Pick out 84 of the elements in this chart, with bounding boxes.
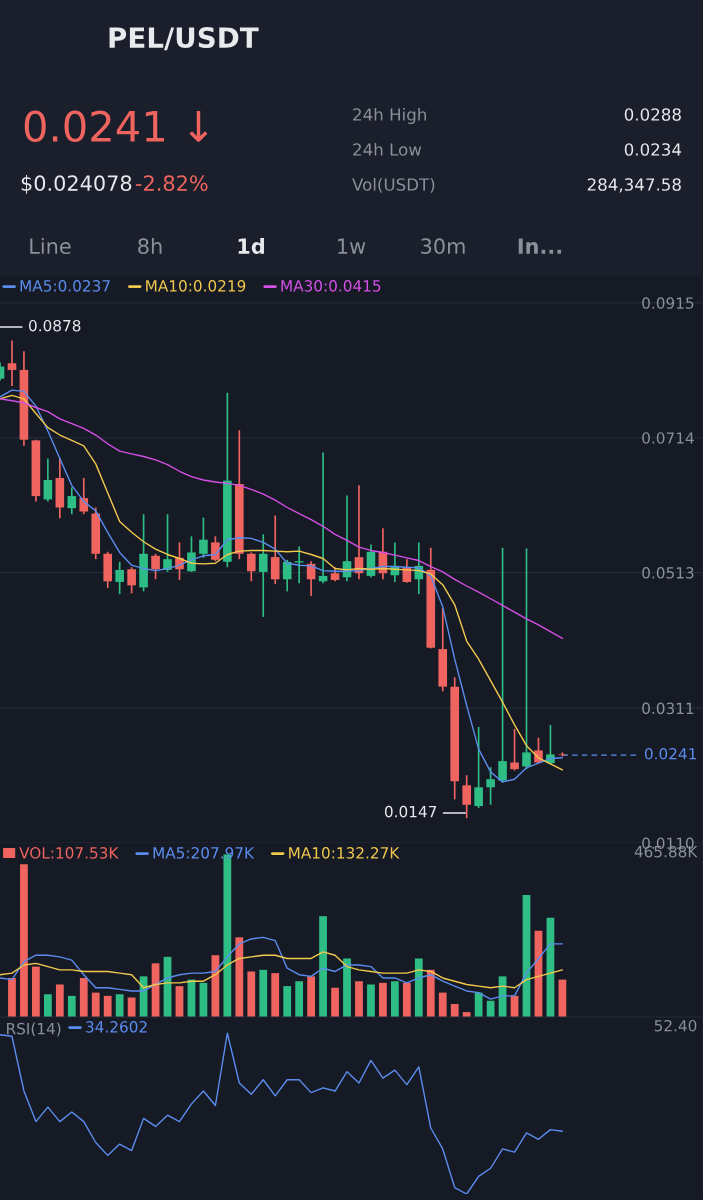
legend-label: VOL:107.53K (19, 847, 119, 859)
text: 284,347.58 (587, 178, 681, 193)
ref-line-label: 0.0241 (644, 747, 696, 760)
candlestick (246, 551, 256, 583)
text: PEL/USDT (109, 27, 259, 51)
text: 0.0241 ↓ (24, 110, 208, 143)
bar (438, 992, 447, 1017)
text: Line (30, 237, 71, 255)
candlestick (498, 546, 507, 784)
annotation: 0.0147 (384, 805, 437, 818)
bar (331, 987, 339, 1017)
bar (259, 969, 268, 1017)
legend-label: 34.2602 (86, 1021, 147, 1033)
candlestick (486, 766, 495, 806)
y-tick-label: 0.0915 (642, 297, 694, 309)
candlestick (43, 457, 53, 503)
bar (43, 994, 52, 1017)
bar (67, 995, 76, 1017)
bar (127, 997, 136, 1017)
legend-label: MA5:0.0237 (20, 280, 110, 292)
text: 8h (138, 237, 162, 255)
bar (355, 981, 363, 1017)
bar (55, 984, 64, 1017)
bar (307, 976, 315, 1017)
bar (295, 981, 304, 1017)
bar (235, 937, 244, 1017)
chart-title: RSI(14) (7, 1022, 61, 1037)
annotation: 0.0878 (29, 319, 81, 332)
legend-label: MA30:0.0415 (281, 280, 381, 292)
line-series (0, 398, 564, 640)
bar (474, 992, 483, 1017)
bar (319, 916, 327, 1017)
text: 24h Low (353, 142, 422, 156)
candlestick (462, 774, 471, 820)
candlestick (270, 514, 280, 585)
candlestick (510, 728, 519, 772)
bar (379, 982, 387, 1017)
text: 0.0234 (624, 143, 682, 156)
bar (247, 971, 256, 1017)
legend-label: MA5:207.97K (153, 847, 255, 859)
bar (271, 973, 280, 1017)
bar (115, 994, 124, 1017)
candlestick (199, 516, 208, 559)
candlestick (258, 533, 268, 618)
text: 30m (421, 238, 465, 255)
candlestick (7, 339, 17, 387)
candlestick (294, 545, 304, 585)
y-tick-label: 0.0714 (642, 432, 694, 444)
y-tick-label: 0.0513 (642, 567, 694, 579)
candlestick (474, 726, 483, 809)
candlestick (67, 486, 77, 516)
candlestick (79, 477, 89, 516)
text: 0.0288 (624, 108, 681, 121)
bar (450, 1003, 459, 1017)
text: Vol(USDT) (352, 177, 435, 193)
candlestick (151, 552, 160, 581)
text: -2.82% (136, 175, 208, 192)
bar (211, 955, 220, 1017)
candlestick (115, 561, 124, 595)
bar (402, 982, 411, 1017)
text: 52.40 (654, 1019, 697, 1032)
text: In... (518, 238, 562, 254)
legend-label: MA10:0.0219 (146, 280, 246, 292)
bar (91, 992, 100, 1017)
legend-label: MA10:132.27K (289, 847, 400, 859)
bar (426, 969, 435, 1017)
bar (32, 966, 40, 1017)
text: 1d (238, 237, 264, 255)
candlestick (163, 513, 172, 573)
bar (283, 986, 292, 1017)
text: 24h High (353, 107, 426, 125)
bar (367, 984, 375, 1017)
text: 1w (338, 238, 366, 254)
bar (103, 995, 112, 1017)
candlestick (127, 566, 136, 595)
bar (390, 981, 399, 1017)
candlestick (211, 535, 220, 563)
bar (414, 958, 423, 1017)
bar (20, 864, 28, 1017)
bar (79, 977, 88, 1017)
bar (343, 958, 351, 1017)
text: $0.024078 (21, 174, 132, 194)
y-tick-label: 0.0311 (642, 702, 694, 715)
bar (8, 977, 16, 1017)
